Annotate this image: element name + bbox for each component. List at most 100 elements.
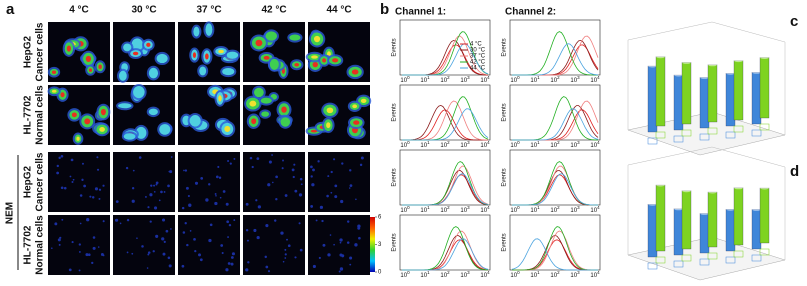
cell [321, 219, 324, 223]
x-tick-label: 102 [440, 75, 450, 83]
cell [170, 228, 172, 230]
cell [347, 220, 350, 223]
tick-base: 10 [400, 208, 407, 214]
cell-core [192, 52, 197, 58]
cell [298, 193, 303, 197]
tick-exponent: 4 [487, 75, 490, 80]
cell [135, 126, 147, 139]
cell-image [113, 83, 175, 145]
cell [189, 230, 192, 232]
cell [254, 87, 264, 98]
cell [58, 156, 61, 160]
cell-core [146, 42, 151, 47]
x-tick-label: 100 [400, 270, 410, 278]
cell [311, 183, 315, 187]
cell [205, 23, 213, 36]
cell [81, 162, 84, 165]
cell [54, 222, 58, 226]
cell [341, 162, 344, 165]
cell [155, 234, 159, 238]
histogram-curve [512, 96, 599, 141]
cell [226, 220, 230, 224]
x-tick-label: 104 [480, 205, 490, 213]
cell-image [243, 215, 305, 275]
tick-exponent: 0 [517, 205, 520, 210]
cell [199, 66, 207, 76]
cell-core [249, 100, 257, 107]
column-header: 42 °C [261, 5, 286, 16]
cell [182, 231, 186, 234]
panel-label: c [790, 13, 798, 30]
row-label: HepG2 [23, 165, 34, 198]
cell-core [84, 118, 91, 125]
cell [96, 156, 99, 159]
cell [162, 252, 166, 256]
cell [59, 236, 62, 239]
colorbar-tick-label: 0 [378, 270, 382, 276]
x-tick-label: 104 [590, 140, 600, 148]
cell [340, 199, 344, 204]
cell [256, 236, 260, 240]
histogram-curve [402, 109, 488, 141]
cell [334, 195, 338, 199]
tick-base: 10 [550, 208, 557, 214]
bar-top [760, 56, 769, 59]
cell [102, 220, 105, 223]
tick-base: 10 [570, 143, 577, 149]
cell [118, 103, 132, 109]
cell [310, 165, 313, 169]
bar-top [682, 189, 691, 193]
treatment-label: NEM [5, 202, 16, 224]
row-label: Normal cells [35, 85, 46, 145]
cell-core [98, 64, 102, 70]
cell [155, 181, 159, 185]
row-label: Cancer cells [35, 22, 46, 81]
cell-core [353, 120, 360, 125]
image-background [308, 215, 370, 275]
cell [227, 236, 229, 238]
tick-base: 10 [420, 143, 427, 149]
row-label: HepG2 [23, 35, 34, 68]
histogram-curve [402, 108, 489, 141]
x-tick-label: 102 [440, 270, 450, 278]
cell [123, 43, 132, 52]
tick-base: 10 [420, 78, 427, 84]
cell [267, 183, 271, 187]
tick-base: 10 [570, 273, 577, 279]
cell [348, 187, 351, 189]
tick-base: 10 [480, 78, 487, 84]
x-tick-label: 102 [550, 205, 560, 213]
cell [349, 184, 353, 188]
histogram-curve [402, 43, 489, 76]
cell-core [66, 45, 71, 52]
cell [221, 252, 224, 255]
cell [184, 169, 188, 172]
x-tick-label: 104 [480, 75, 490, 83]
bar [707, 64, 718, 123]
cell [231, 252, 235, 256]
y-axis-label: Events [392, 168, 398, 186]
cell-image [113, 152, 175, 212]
cell [141, 245, 144, 248]
legend-label: 42 °C [470, 60, 486, 66]
tick-base: 10 [530, 143, 537, 149]
bar-top [674, 207, 683, 211]
tick-exponent: 1 [427, 140, 430, 145]
tick-base: 10 [460, 208, 467, 214]
x-tick-label: 101 [420, 140, 430, 148]
panel-label: b [380, 1, 389, 18]
cell [339, 267, 344, 271]
tick-exponent: 3 [467, 140, 470, 145]
tick-exponent: 3 [577, 270, 580, 275]
cell [289, 34, 301, 41]
histogram-curve [512, 173, 598, 206]
cell-core [313, 35, 321, 43]
tick-exponent: 3 [577, 140, 580, 145]
cell [265, 265, 269, 269]
column-header: 37 °C [196, 5, 221, 16]
cell [147, 251, 151, 254]
bar [751, 72, 762, 125]
bar-top [648, 202, 657, 206]
image-background [113, 215, 175, 275]
tick-exponent: 1 [427, 205, 430, 210]
